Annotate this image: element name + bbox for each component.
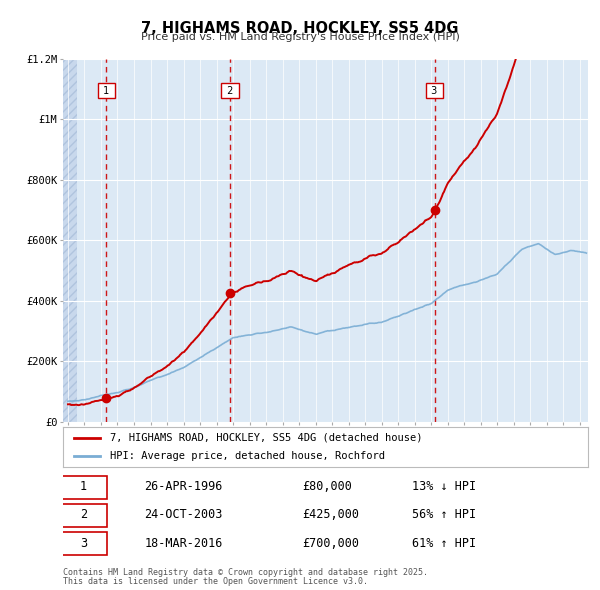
FancyBboxPatch shape: [61, 504, 107, 527]
Text: 56% ↑ HPI: 56% ↑ HPI: [412, 508, 476, 522]
Text: 2: 2: [224, 86, 236, 96]
Text: £700,000: £700,000: [302, 536, 359, 549]
Text: Price paid vs. HM Land Registry's House Price Index (HPI): Price paid vs. HM Land Registry's House …: [140, 32, 460, 42]
Text: 3: 3: [428, 86, 441, 96]
Text: £425,000: £425,000: [302, 508, 359, 522]
Text: 18-MAR-2016: 18-MAR-2016: [145, 536, 223, 549]
Text: 1: 1: [80, 480, 87, 493]
Text: This data is licensed under the Open Government Licence v3.0.: This data is licensed under the Open Gov…: [63, 577, 368, 586]
Text: 7, HIGHAMS ROAD, HOCKLEY, SS5 4DG: 7, HIGHAMS ROAD, HOCKLEY, SS5 4DG: [141, 21, 459, 35]
Text: 26-APR-1996: 26-APR-1996: [145, 480, 223, 493]
Text: 61% ↑ HPI: 61% ↑ HPI: [412, 536, 476, 549]
Text: 3: 3: [80, 536, 87, 549]
Text: 24-OCT-2003: 24-OCT-2003: [145, 508, 223, 522]
Text: 2: 2: [80, 508, 87, 522]
FancyBboxPatch shape: [61, 476, 107, 499]
FancyBboxPatch shape: [61, 532, 107, 555]
Text: £80,000: £80,000: [302, 480, 352, 493]
Text: HPI: Average price, detached house, Rochford: HPI: Average price, detached house, Roch…: [110, 451, 385, 461]
Text: 13% ↓ HPI: 13% ↓ HPI: [412, 480, 476, 493]
Text: 1: 1: [100, 86, 112, 96]
Text: 7, HIGHAMS ROAD, HOCKLEY, SS5 4DG (detached house): 7, HIGHAMS ROAD, HOCKLEY, SS5 4DG (detac…: [110, 433, 423, 443]
Text: Contains HM Land Registry data © Crown copyright and database right 2025.: Contains HM Land Registry data © Crown c…: [63, 568, 428, 576]
Bar: [63, 59, 77, 422]
